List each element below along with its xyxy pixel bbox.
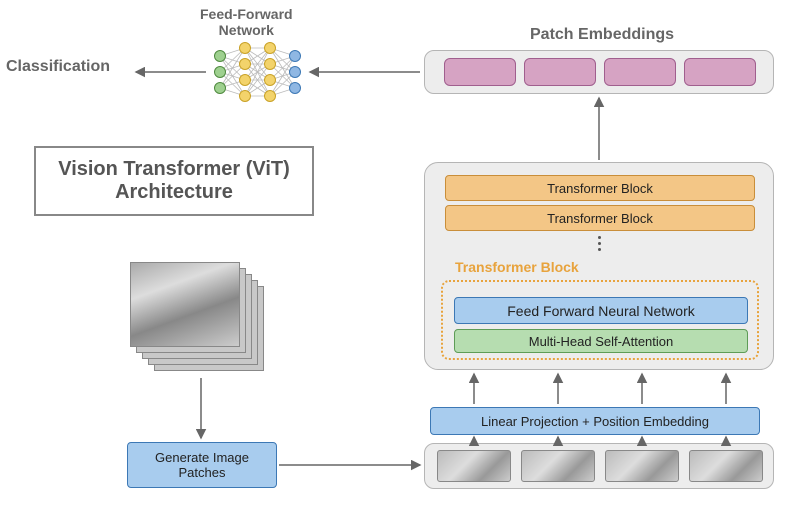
arrows <box>0 0 789 511</box>
